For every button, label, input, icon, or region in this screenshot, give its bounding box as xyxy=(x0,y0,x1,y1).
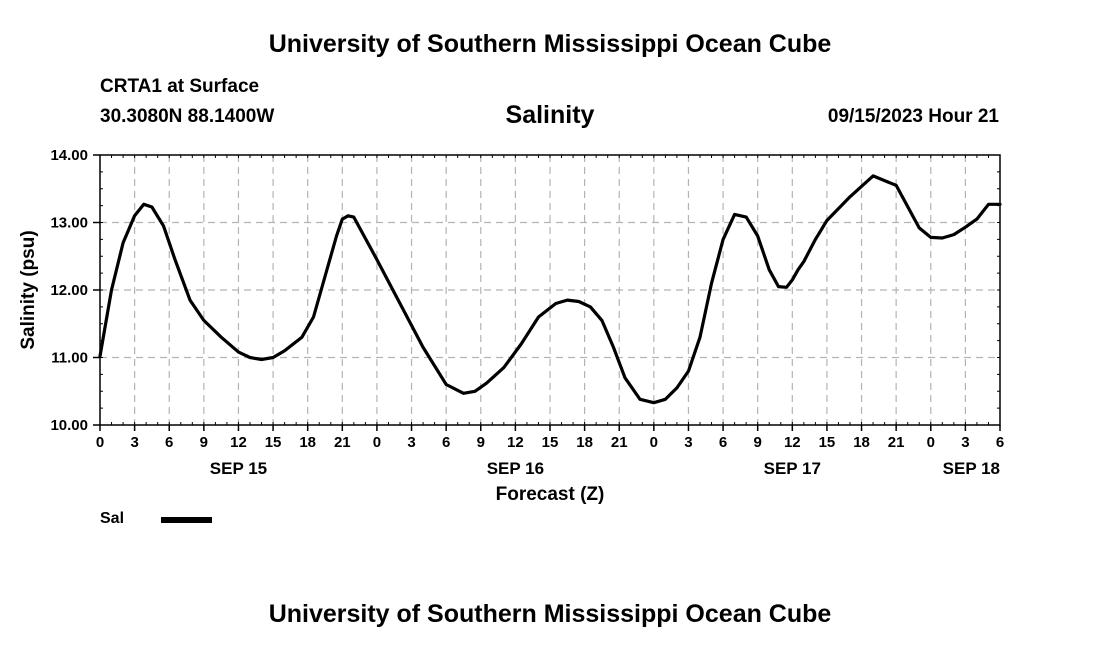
station-coordinates: 30.3080N 88.1400W xyxy=(100,106,275,127)
x-tick-label: 0 xyxy=(373,434,381,451)
y-tick-label: 11.00 xyxy=(51,350,88,367)
x-axis-label: Forecast (Z) xyxy=(496,484,605,505)
legend-swatch xyxy=(161,517,212,523)
x-tick-label: 6 xyxy=(442,434,450,451)
y-tick-label: 12.00 xyxy=(50,282,88,299)
y-tick-label: 14.00 xyxy=(50,147,88,164)
legend-label: Sal xyxy=(100,510,125,527)
footer-title: University of Southern Mississippi Ocean… xyxy=(268,600,832,628)
x-tick-label: 9 xyxy=(477,434,485,451)
series-layer xyxy=(98,174,1002,405)
x-tick-label: 18 xyxy=(576,434,593,451)
date-label: SEP 15 xyxy=(210,459,267,478)
series-line-sal xyxy=(98,174,1002,405)
x-tick-label: 15 xyxy=(542,434,559,451)
grid-layer xyxy=(100,155,1000,425)
date-label: SEP 17 xyxy=(764,459,821,478)
x-tick-label: 0 xyxy=(650,434,658,451)
parameter-title: Salinity xyxy=(505,101,595,129)
x-tick-label: 3 xyxy=(407,434,415,451)
axis-layer: 0 3 6 9 12 15 18 21 0 3 6 9 12 15 18 21 0 3 6 9 12 15 18 21 0 3 6 1… xyxy=(50,147,1004,478)
x-tick-label: 12 xyxy=(230,434,247,451)
x-tick-label: 9 xyxy=(200,434,208,451)
x-tick-label: 3 xyxy=(961,434,969,451)
x-tick-label: 18 xyxy=(299,434,316,451)
forecast-datetime: 09/15/2023 Hour 21 xyxy=(827,106,999,127)
x-tick-label: 21 xyxy=(888,434,905,451)
x-tick-label: 6 xyxy=(719,434,727,451)
x-tick-label: 9 xyxy=(754,434,762,451)
date-label: SEP 16 xyxy=(487,459,544,478)
x-tick-label: 21 xyxy=(611,434,628,451)
x-tick-label: 0 xyxy=(96,434,104,451)
x-tick-label: 0 xyxy=(927,434,935,451)
x-tick-label: 18 xyxy=(853,434,870,451)
y-axis-label: Salinity (psu) xyxy=(18,230,39,349)
x-tick-label: 6 xyxy=(165,434,173,451)
x-tick-label: 21 xyxy=(334,434,351,451)
x-tick-label: 3 xyxy=(684,434,692,451)
chart-title: University of Southern Mississippi Ocean… xyxy=(268,30,832,58)
x-tick-label: 12 xyxy=(784,434,801,451)
date-label: SEP 18 xyxy=(943,459,1000,478)
x-tick-label: 3 xyxy=(130,434,138,451)
station-label: CRTA1 at Surface xyxy=(100,76,260,97)
x-tick-label: 6 xyxy=(996,434,1004,451)
x-tick-label: 15 xyxy=(819,434,836,451)
x-tick-label: 12 xyxy=(507,434,524,451)
x-tick-label: 15 xyxy=(265,434,282,451)
y-tick-label: 10.00 xyxy=(50,417,88,434)
y-tick-label: 13.00 xyxy=(50,215,88,232)
